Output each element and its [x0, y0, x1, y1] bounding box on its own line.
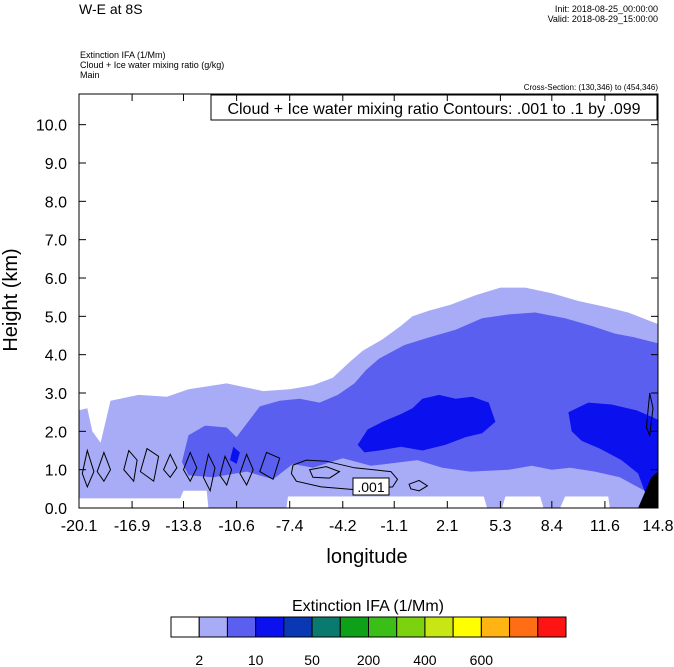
y-tick-label: 10.0: [36, 118, 67, 135]
colorbar-label: 50: [304, 652, 320, 667]
contour-loop-4: [139, 447, 160, 483]
colorbar-label: 10: [248, 652, 264, 667]
contour-loop-6: [182, 451, 198, 483]
colorbar-box: [339, 616, 369, 638]
colorbar: 2 10 50 200 400 600: [170, 616, 567, 667]
contour-right-small: [408, 479, 429, 492]
x-tick-label: 14.8: [642, 518, 673, 535]
contour-loop-9: [239, 452, 254, 487]
axes: -20.1 -16.9 -13.8 -10.6 -7.4 -4.2 -1.1 2.1 5.3 8.…: [36, 94, 674, 535]
colorbar-box: [226, 616, 257, 638]
contour-inner: [308, 466, 341, 479]
colorbar-box: [452, 616, 482, 638]
extinction-50-200-right-region: [568, 402, 658, 505]
contour-loop-5: [163, 453, 178, 479]
y-tick-label: 3.0: [45, 386, 67, 403]
valid-time: Valid: 2018-08-29_15:00:00: [547, 14, 658, 24]
colorbar-label: 400: [413, 652, 437, 667]
contour-loop-1: [81, 448, 95, 489]
y-tick-label: 1.0: [45, 463, 67, 480]
y-tick-label: 4.0: [45, 348, 67, 365]
chart-title: W-E at 8S: [79, 1, 143, 17]
colorbar-box: [283, 616, 313, 638]
contour-loop-10: [259, 451, 281, 481]
colorbar-box: [396, 616, 426, 638]
x-tick-label: 2.1: [436, 518, 458, 535]
x-axis-title: longitude: [326, 546, 407, 568]
init-time: Init: 2018-08-25_00:00:00: [554, 4, 658, 14]
field-label-mixing-ratio: Cloud + Ice water mixing ratio (g/kg): [80, 60, 225, 70]
y-tick-label: 0.0: [45, 501, 67, 518]
colorbar-box: [537, 616, 567, 638]
extinction-50-200-small-region: [230, 446, 240, 464]
x-tick-label: -4.2: [329, 518, 357, 535]
colorbar-label: 200: [357, 652, 381, 667]
x-tick-label: 5.3: [489, 518, 511, 535]
contour-loop-2: [96, 450, 112, 483]
x-tick-label: -1.1: [380, 518, 408, 535]
x-tick-label: -16.9: [114, 518, 151, 535]
terrain-region: [638, 471, 658, 508]
x-tick-label: 11.6: [590, 518, 620, 535]
contour-loop-7: [202, 452, 216, 493]
x-tick-label: -20.1: [61, 518, 98, 535]
y-axis-title: Height (km): [0, 248, 22, 351]
colorbar-label: 600: [470, 652, 494, 667]
field-label-main: Main: [80, 70, 100, 80]
contour-loop-11: [645, 392, 654, 438]
y-tick-label: 6.0: [45, 271, 67, 288]
colorbar-box: [480, 616, 511, 638]
colorbar-box: [424, 616, 454, 638]
plot-frame: [78, 93, 659, 509]
contour-loop-8: [219, 454, 233, 487]
y-tick-label: 9.0: [45, 156, 67, 173]
y-tick-label: 8.0: [45, 194, 67, 211]
colorbar-box: [368, 616, 398, 638]
x-tick-label: -10.6: [218, 518, 255, 535]
colorbar-box: [255, 616, 285, 638]
contour-main: [290, 459, 399, 491]
x-tick-label: 8.4: [541, 518, 563, 535]
y-tick-label: 2.0: [45, 424, 67, 441]
colorbar-title: Extinction IFA (1/Mm): [292, 598, 444, 615]
x-tick-label: -13.8: [165, 518, 202, 535]
extinction-50-200-upper-region: [357, 394, 496, 453]
colorbar-box: [170, 616, 200, 638]
field-label-extinction: Extinction IFA (1/Mm): [80, 50, 166, 60]
extinction-fill-layer: [79, 287, 658, 508]
contour-info: Cloud + Ice water mixing ratio Contours:…: [227, 101, 640, 118]
y-tick-label: 5.0: [45, 309, 67, 326]
colorbar-box: [311, 616, 341, 638]
mixing-ratio-contours: [81, 392, 654, 493]
x-tick-label: -7.4: [276, 518, 304, 535]
colorbar-box: [198, 616, 228, 638]
contour-label-box: [352, 477, 390, 496]
colorbar-box: [509, 616, 539, 638]
contour-label: .001: [357, 479, 384, 495]
contour-loop-3: [123, 449, 138, 483]
colorbar-label: 2: [195, 652, 203, 667]
contour-info-box: [210, 94, 658, 121]
cross-section-label: Cross-Section: (130,346) to (454,346): [523, 83, 658, 92]
y-tick-label: 7.0: [45, 233, 67, 250]
